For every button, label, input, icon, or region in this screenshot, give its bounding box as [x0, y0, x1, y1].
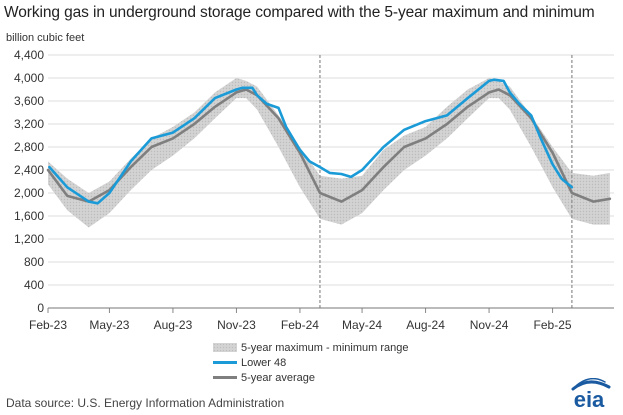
y-tick-label: 1,200 [14, 232, 44, 246]
eia-logo: eia [571, 378, 611, 410]
x-tick-label: Aug-24 [406, 318, 445, 332]
series-5-year-average [46, 88, 612, 203]
y-tick-label: 2,000 [14, 186, 44, 200]
y-tick-label: 400 [24, 278, 44, 292]
legend-label-avg: 5-year average [241, 371, 315, 384]
y-tick-label: 1,600 [14, 209, 44, 223]
x-tick-label: Feb-23 [29, 318, 67, 332]
legend-swatch-band [213, 343, 237, 352]
y-axis-units-label: billion cubic feet [6, 32, 85, 44]
legend-label-band: 5-year maximum - minimum range [241, 341, 409, 354]
chart-title: Working gas in underground storage compa… [4, 4, 595, 21]
y-tick-label: 4,400 [14, 48, 44, 62]
series-lower-48 [48, 78, 574, 205]
x-tick-label: Nov-24 [470, 318, 509, 332]
y-tick-label: 3,200 [14, 117, 44, 131]
y-tick-label: 2,800 [14, 140, 44, 154]
y-tick-label: 3,600 [14, 94, 44, 108]
legend-swatch-lower48 [213, 361, 237, 364]
x-tick-label: May-23 [89, 318, 129, 332]
y-tick-label: 800 [24, 255, 44, 269]
legend-item-avg: 5-year average [213, 370, 408, 385]
x-tick-label: Feb-25 [534, 318, 572, 332]
x-tick-label: May-24 [342, 318, 382, 332]
y-tick-label: 2,400 [14, 163, 44, 177]
legend-label-lower48: Lower 48 [241, 356, 287, 369]
source-note: Data source: U.S. Energy Information Adm… [6, 396, 285, 410]
band-5yr-range [48, 78, 610, 228]
x-tick-label: Aug-23 [154, 318, 193, 332]
x-tick-label: Nov-23 [217, 318, 256, 332]
svg-text:eia: eia [574, 387, 605, 410]
x-tick-label: Feb-24 [281, 318, 319, 332]
chart-legend: 5-year maximum - minimum range Lower 48 … [213, 340, 408, 385]
legend-item-band: 5-year maximum - minimum range [213, 340, 408, 355]
y-tick-label: 0 [37, 301, 44, 315]
legend-item-lower48: Lower 48 [213, 355, 408, 370]
legend-swatch-avg [213, 376, 237, 379]
y-tick-label: 4,000 [14, 71, 44, 85]
